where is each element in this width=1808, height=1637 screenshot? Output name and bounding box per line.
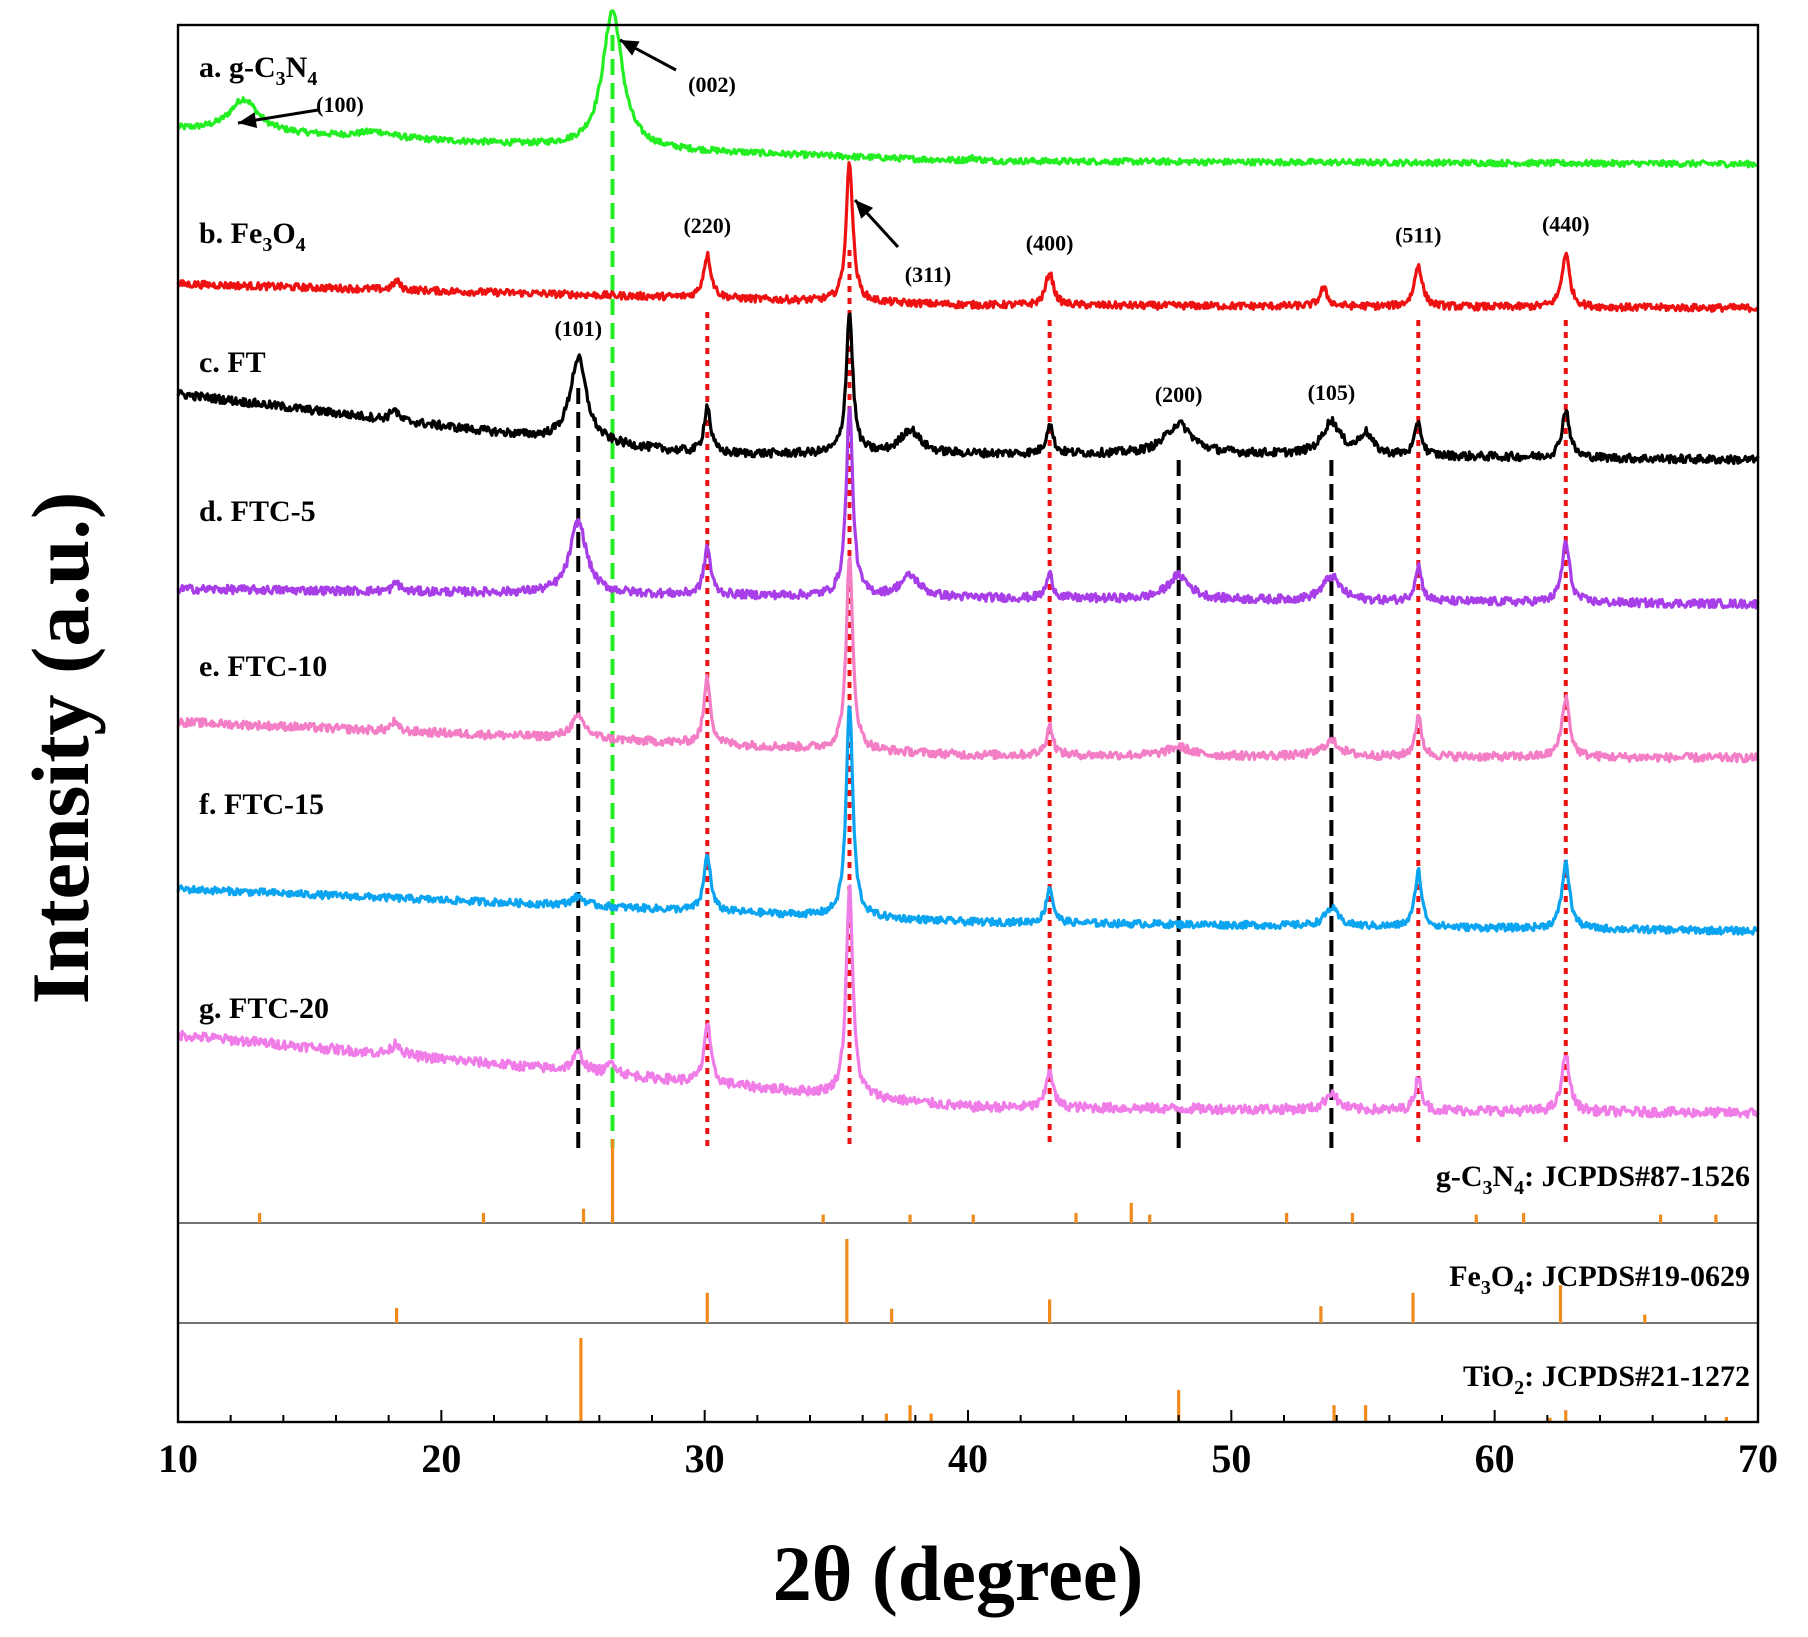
series-label-part: a. g-C bbox=[199, 51, 276, 84]
peak-label: (311) bbox=[905, 262, 951, 287]
x-tick-label: 60 bbox=[1475, 1436, 1515, 1481]
series-label-part: 4 bbox=[296, 234, 306, 256]
reference-label: g-C3N4: JCPDS#87-1526 bbox=[1436, 1160, 1750, 1199]
series-line-a bbox=[176, 9, 1759, 169]
series-label-part: c. FT bbox=[199, 346, 266, 379]
series-label-part: 4 bbox=[307, 68, 317, 90]
peak-label: (440) bbox=[1542, 211, 1590, 236]
axes: 10 20 30 40 50 60 70 bbox=[158, 23, 1778, 1481]
x-tick-label: 20 bbox=[421, 1436, 461, 1481]
reference-label-part: : JCPDS#87-1526 bbox=[1524, 1160, 1750, 1193]
series-label-f: f. FTC-15 bbox=[199, 788, 324, 821]
peak-arrowhead bbox=[620, 40, 640, 56]
peak-label: (200) bbox=[1155, 382, 1203, 407]
reference-label-part: N bbox=[1493, 1160, 1515, 1193]
reference-label-part: 4 bbox=[1514, 1177, 1524, 1199]
series-label-g: g. FTC-20 bbox=[199, 992, 329, 1025]
reference-label-part: : JCPDS#21-1272 bbox=[1524, 1360, 1750, 1393]
reference-label: Fe3O4: JCPDS#19-0629 bbox=[1449, 1260, 1750, 1299]
x-tick-label: 70 bbox=[1738, 1436, 1778, 1481]
guide-lines bbox=[576, 35, 1568, 1148]
reference-label-part: 3 bbox=[1481, 1277, 1491, 1299]
series-line-g bbox=[176, 884, 1760, 1119]
y-axis-label: Intensity (a.u.) bbox=[15, 492, 106, 1005]
series-label-part: O bbox=[272, 217, 295, 250]
series-label-d: d. FTC-5 bbox=[199, 495, 316, 528]
series-label-part: e. FTC-10 bbox=[199, 650, 327, 683]
series-line-b bbox=[176, 161, 1760, 313]
reference-label-part: TiO bbox=[1463, 1360, 1514, 1393]
reference-label-part: : JCPDS#19-0629 bbox=[1524, 1260, 1750, 1293]
reference-label-part: 4 bbox=[1514, 1277, 1524, 1299]
peak-label: (511) bbox=[1395, 223, 1441, 248]
series-line-e bbox=[176, 556, 1760, 764]
x-tick-label: 30 bbox=[685, 1436, 725, 1481]
peak-label: (105) bbox=[1308, 380, 1356, 405]
series-label-c: c. FT bbox=[199, 346, 266, 379]
reference-label-part: g-C bbox=[1436, 1160, 1483, 1193]
series-label-part: g. FTC-20 bbox=[199, 992, 329, 1025]
series-label-part: f. FTC-15 bbox=[199, 788, 324, 821]
series-line-c bbox=[176, 312, 1760, 466]
reference-label-part: Fe bbox=[1449, 1260, 1481, 1293]
reference-label-part: 2 bbox=[1514, 1377, 1524, 1399]
peak-label: (002) bbox=[688, 72, 736, 97]
x-axis-label: 2θ (degree) bbox=[773, 1530, 1144, 1617]
series-line-f bbox=[176, 705, 1760, 936]
x-tick-label: 10 bbox=[158, 1436, 198, 1481]
reference-label: TiO2: JCPDS#21-1272 bbox=[1463, 1360, 1750, 1399]
xrd-series bbox=[176, 9, 1760, 1119]
plot-frame bbox=[176, 23, 1760, 1424]
peak-label: (100) bbox=[316, 92, 364, 117]
peak-arrowhead bbox=[238, 112, 258, 128]
peak-label: (400) bbox=[1026, 230, 1074, 255]
peak-arrowhead bbox=[855, 200, 874, 219]
series-label-part: d. FTC-5 bbox=[199, 495, 316, 528]
x-tick-label: 40 bbox=[948, 1436, 988, 1481]
peak-label: (101) bbox=[554, 316, 602, 341]
series-label-a: a. g-C3N4 bbox=[199, 51, 317, 90]
series-label-e: e. FTC-10 bbox=[199, 650, 327, 683]
reference-label-part: O bbox=[1491, 1260, 1514, 1293]
series-label-part: 3 bbox=[276, 68, 286, 90]
peak-label: (220) bbox=[683, 213, 731, 238]
series-label-part: 3 bbox=[262, 234, 272, 256]
series-label-part: b. Fe bbox=[199, 217, 262, 250]
peak-labels: (100) (002) (220) (311) (400) (511) (440) (101)… bbox=[237, 38, 1590, 407]
series-label-b: b. Fe3O4 bbox=[199, 217, 306, 256]
x-tick-label: 50 bbox=[1211, 1436, 1251, 1481]
series-line-d bbox=[176, 406, 1760, 610]
reference-label-part: 3 bbox=[1483, 1177, 1493, 1199]
series-label-part: N bbox=[286, 51, 308, 84]
